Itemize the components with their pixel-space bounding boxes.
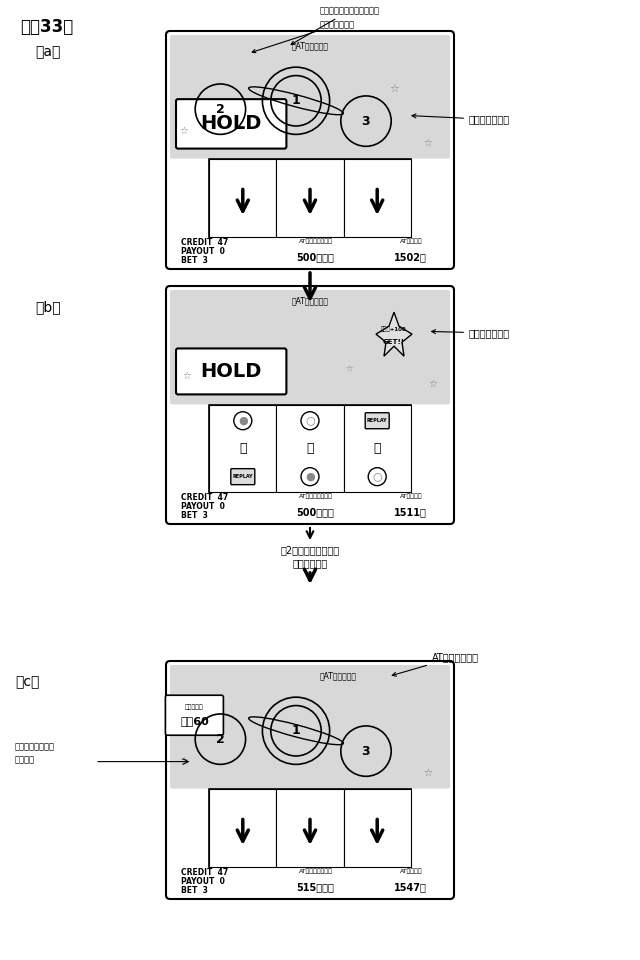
Text: スタート操作: スタート操作: [292, 558, 328, 568]
Text: CREDIT  47: CREDIT 47: [181, 492, 228, 501]
FancyBboxPatch shape: [166, 661, 454, 899]
Text: 示唆画像: 示唆画像: [15, 756, 35, 764]
Text: HOLD: HOLD: [200, 114, 262, 133]
Text: CREDIT  47: CREDIT 47: [181, 237, 228, 247]
Text: PAYOUT  0: PAYOUT 0: [181, 247, 225, 255]
Text: PAYOUT  0: PAYOUT 0: [181, 876, 225, 885]
Bar: [276, 159, 344, 237]
Bar: [209, 159, 411, 237]
Text: BET  3: BET 3: [181, 511, 208, 519]
Text: HOLD: HOLD: [200, 362, 262, 381]
Text: 1511枚: 1511枚: [394, 508, 428, 517]
Text: 残りナビゲーム数示唆画像: 残りナビゲーム数示唆画像: [291, 6, 380, 44]
Bar: [209, 405, 411, 492]
Text: AT中増枚数: AT中増枚数: [399, 493, 422, 499]
Text: AT中消化ゲーム数: AT中消化ゲーム数: [299, 238, 333, 244]
Text: 515ゲーム: 515ゲーム: [297, 882, 335, 893]
Text: REPLAY: REPLAY: [367, 419, 387, 423]
Text: （AT演出画面）: （AT演出画面）: [319, 671, 356, 680]
Text: AT中増枚数: AT中増枚数: [399, 869, 422, 874]
FancyBboxPatch shape: [170, 290, 450, 404]
Text: 🔔: 🔔: [239, 443, 246, 455]
Text: BET  3: BET 3: [181, 255, 208, 265]
FancyBboxPatch shape: [176, 348, 287, 395]
Text: GET!!: GET!!: [383, 339, 405, 346]
Text: ☆: ☆: [423, 768, 432, 778]
Text: （AT演出画面）: （AT演出画面）: [291, 296, 328, 305]
Text: ☆: ☆: [180, 756, 188, 766]
Text: 2: 2: [216, 103, 225, 115]
FancyBboxPatch shape: [166, 31, 454, 269]
Text: 上乗せ状態演出: 上乗せ状態演出: [412, 114, 510, 125]
Text: 500ゲーム: 500ゲーム: [297, 252, 335, 262]
Text: 【図33】: 【図33】: [20, 18, 73, 36]
Text: AT中消化ゲーム数: AT中消化ゲーム数: [299, 493, 333, 499]
Text: （b）: （b）: [35, 300, 61, 314]
FancyBboxPatch shape: [365, 413, 389, 429]
Bar: [276, 405, 344, 492]
Text: （AT演出画面）: （AT演出画面）: [291, 41, 328, 50]
Text: 第2ホールド状態終了: 第2ホールド状態終了: [280, 545, 340, 555]
Text: 強ホールド画像: 強ホールド画像: [252, 20, 355, 53]
Bar: [344, 789, 411, 868]
FancyBboxPatch shape: [170, 665, 450, 788]
Text: ○: ○: [305, 416, 315, 425]
Polygon shape: [376, 312, 412, 356]
FancyBboxPatch shape: [170, 35, 450, 158]
Text: ☆: ☆: [346, 365, 353, 374]
Text: AT演出（通常）: AT演出（通常）: [392, 652, 479, 676]
Text: 500ゲーム: 500ゲーム: [297, 508, 335, 517]
Text: 残りナビゲーム数: 残りナビゲーム数: [15, 742, 55, 752]
Bar: [276, 789, 344, 868]
Text: ●: ●: [305, 471, 315, 482]
Text: （c）: （c）: [15, 675, 40, 689]
Text: あと60: あと60: [180, 716, 209, 726]
Text: BET  3: BET 3: [181, 885, 208, 895]
Text: CREDIT  47: CREDIT 47: [181, 868, 228, 876]
Text: ☆: ☆: [429, 379, 438, 389]
Text: AT中増枚数: AT中増枚数: [399, 238, 422, 244]
Text: ☆: ☆: [423, 137, 432, 148]
Text: 上乗せ+100: 上乗せ+100: [381, 326, 407, 332]
Text: ☆: ☆: [182, 372, 191, 381]
Text: 1502枚: 1502枚: [394, 252, 428, 262]
Bar: [209, 789, 411, 868]
Bar: [209, 159, 276, 237]
Text: ○: ○: [372, 471, 382, 482]
Text: ☆: ☆: [389, 84, 399, 94]
Text: ●: ●: [238, 416, 248, 425]
Text: AT中消化ゲーム数: AT中消化ゲーム数: [299, 869, 333, 874]
Text: 1: 1: [292, 724, 300, 737]
Text: 🔔: 🔔: [307, 443, 314, 455]
Text: ナビゲーム: ナビゲーム: [185, 705, 204, 710]
FancyBboxPatch shape: [231, 468, 255, 485]
Bar: [209, 405, 276, 492]
Bar: [209, 789, 276, 868]
FancyBboxPatch shape: [165, 695, 223, 735]
Text: 1547枚: 1547枚: [394, 882, 428, 893]
Text: PAYOUT  0: PAYOUT 0: [181, 501, 225, 511]
Text: 🔔: 🔔: [374, 443, 381, 455]
Text: 3: 3: [362, 745, 371, 757]
Text: REPLAY: REPLAY: [232, 474, 253, 479]
Text: 2: 2: [216, 732, 225, 746]
Bar: [344, 159, 411, 237]
Text: ☆: ☆: [180, 126, 188, 135]
Text: 3: 3: [362, 114, 371, 128]
Text: 上乗せ示唆演出: 上乗せ示唆演出: [431, 328, 510, 338]
FancyBboxPatch shape: [166, 286, 454, 524]
Text: （a）: （a）: [35, 45, 60, 59]
Text: 1: 1: [292, 94, 300, 108]
FancyBboxPatch shape: [176, 99, 287, 149]
Bar: [344, 405, 411, 492]
